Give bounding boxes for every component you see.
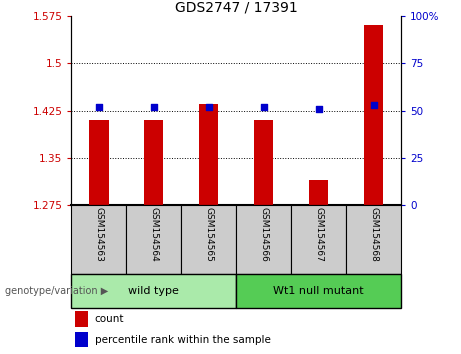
Bar	[254, 120, 273, 205]
Bar	[346, 205, 401, 274]
Text: GSM154566: GSM154566	[259, 207, 268, 262]
Bar	[75, 311, 88, 327]
Point	[370, 102, 377, 108]
Bar	[291, 205, 346, 274]
Text: percentile rank within the sample: percentile rank within the sample	[95, 335, 271, 345]
Point	[315, 106, 322, 112]
Text: GSM154563: GSM154563	[95, 207, 103, 262]
Bar	[236, 274, 401, 308]
Bar	[126, 205, 181, 274]
Point	[150, 104, 158, 110]
Text: GSM154565: GSM154565	[204, 207, 213, 262]
Text: GSM154564: GSM154564	[149, 207, 159, 262]
Text: GSM154567: GSM154567	[314, 207, 323, 262]
Text: Wt1 null mutant: Wt1 null mutant	[273, 286, 364, 296]
Bar	[181, 205, 236, 274]
Title: GDS2747 / 17391: GDS2747 / 17391	[175, 1, 298, 15]
Point	[205, 104, 213, 110]
Text: wild type: wild type	[129, 286, 179, 296]
Text: genotype/variation ▶: genotype/variation ▶	[5, 286, 108, 296]
Bar	[89, 120, 108, 205]
Bar	[144, 120, 164, 205]
Bar	[364, 25, 383, 205]
Bar	[199, 104, 219, 205]
Text: GSM154568: GSM154568	[369, 207, 378, 262]
Bar	[309, 180, 328, 205]
Text: count: count	[95, 314, 124, 324]
Bar	[236, 205, 291, 274]
Bar	[71, 274, 236, 308]
Point	[260, 104, 267, 110]
Point	[95, 104, 103, 110]
Bar	[75, 332, 88, 347]
Bar	[71, 205, 126, 274]
